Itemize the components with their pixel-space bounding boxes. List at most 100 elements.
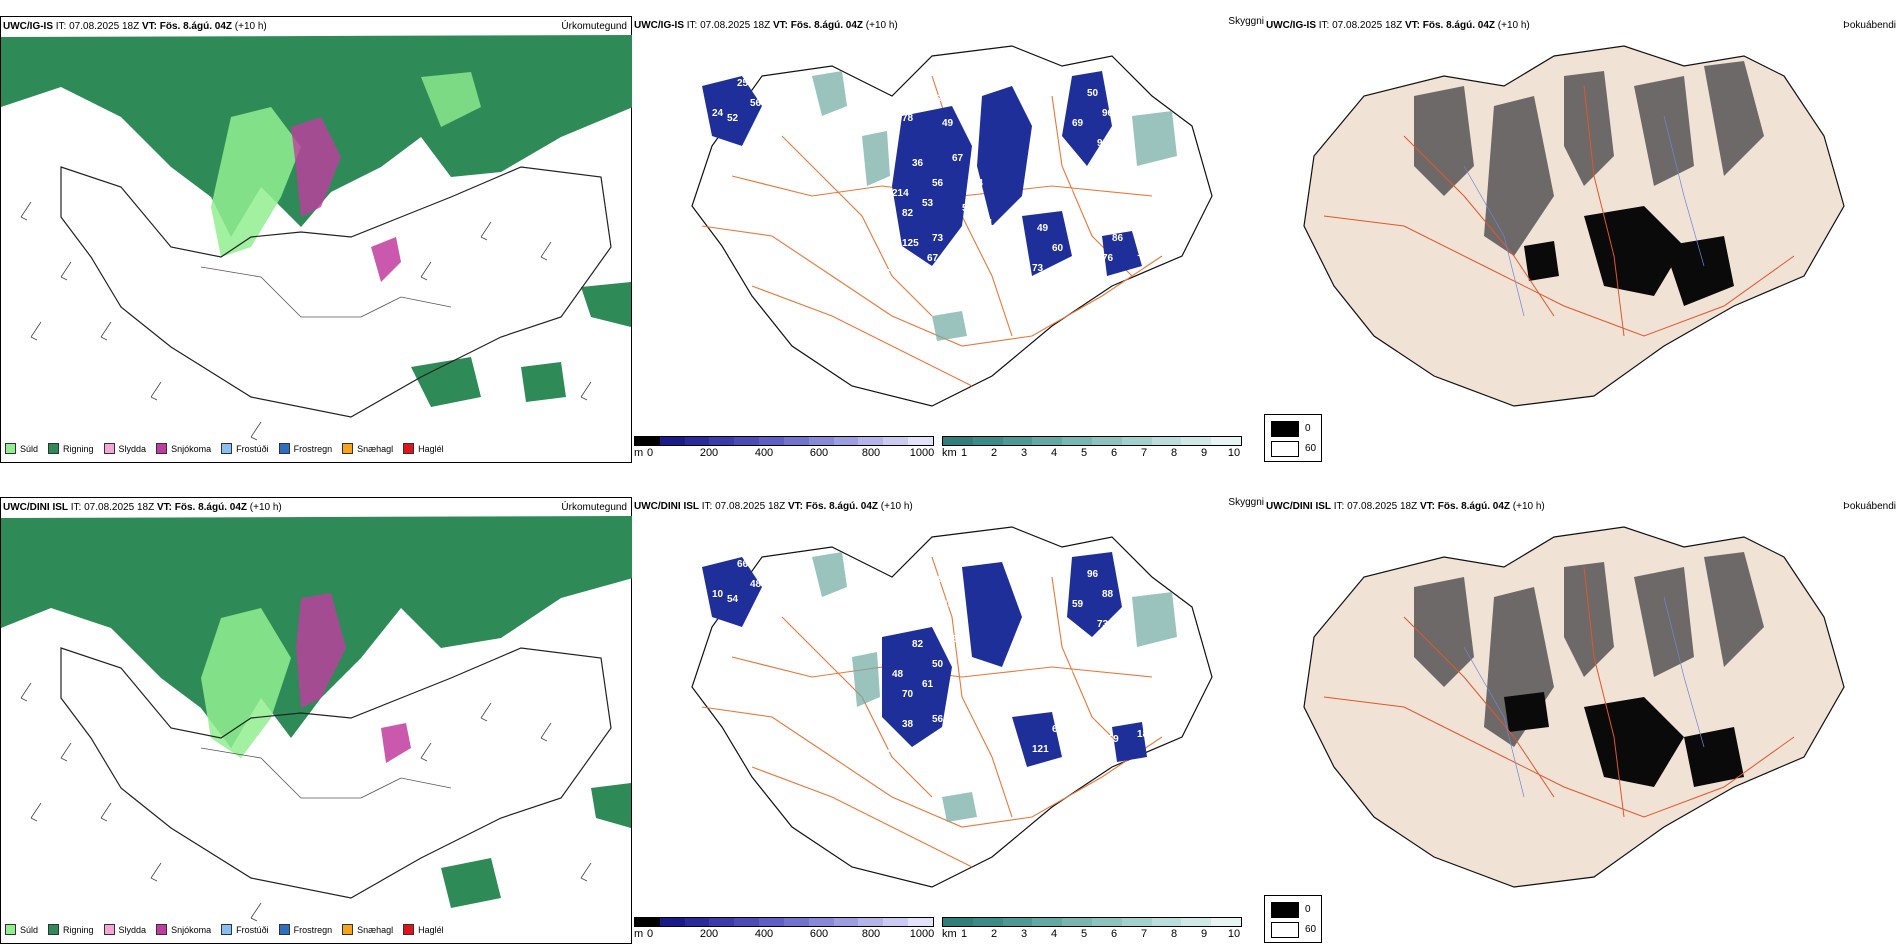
legend-swatch bbox=[342, 443, 354, 454]
colorbar-tick: 0 bbox=[646, 447, 654, 459]
fog-legend-value: 0 bbox=[1305, 904, 1311, 915]
cloud-base-label: 04 bbox=[1062, 188, 1074, 199]
legend-swatch bbox=[403, 443, 415, 454]
cloud-base-label: 100 bbox=[1102, 659, 1119, 670]
cloud-base-label: 73 bbox=[1032, 263, 1044, 274]
colorbar-tick: 6 bbox=[1110, 447, 1118, 459]
cloud-panel-row1: UWC/IG-IS IT: 07.08.2025 18Z VT: Fös. 8.… bbox=[632, 16, 1264, 463]
cloud-base-label: 58 bbox=[757, 148, 769, 159]
colorbar-height: m 0 200 400 600 800 1000 bbox=[634, 436, 934, 460]
fog-panel-row2: UWC/DINI ISL IT: 07.08.2025 18Z VT: Fös.… bbox=[1264, 497, 1900, 944]
valid-time-label: VT: bbox=[141, 21, 157, 32]
colorbar-tick: 8 bbox=[1170, 447, 1178, 459]
legend-swatch bbox=[278, 924, 290, 935]
legend-swatch bbox=[5, 443, 16, 454]
colorbar-tick: 3 bbox=[1020, 447, 1028, 459]
cloud-base-label: 98 bbox=[1062, 278, 1074, 289]
cloud-base-label: 214 bbox=[892, 188, 909, 199]
cloud-base-label: 45 bbox=[927, 734, 939, 745]
cloud-base-label: 53 bbox=[922, 198, 934, 209]
cloud-base-label: 88 bbox=[1102, 589, 1114, 600]
colorbar-tick: 9 bbox=[1200, 928, 1208, 940]
cloud-base-label: 25 bbox=[737, 78, 749, 89]
panel-name-fog: Þokuábendi bbox=[1843, 501, 1896, 512]
cloud-base-label: 73 bbox=[1097, 619, 1109, 630]
legend-item: Rigning bbox=[48, 924, 94, 935]
init-time: IT: 07.08.2025 18Z bbox=[55, 21, 140, 32]
cloud-base-label: 48 bbox=[892, 669, 904, 680]
legend-swatch bbox=[48, 924, 60, 935]
cloud-base-label: 96 bbox=[1102, 108, 1114, 119]
legend-swatch bbox=[5, 924, 16, 935]
colorbar-tick: 10 bbox=[1227, 447, 1241, 459]
legend-item: Snæhagl bbox=[342, 443, 393, 454]
colorbar-tick: 6 bbox=[1110, 928, 1118, 940]
cloud-base-label: 46 bbox=[782, 739, 794, 750]
cloud-base-label: 69 bbox=[1032, 98, 1044, 109]
cloud-base-label: 84 bbox=[1032, 579, 1044, 590]
fog-legend-swatch-low bbox=[1271, 902, 1299, 918]
cloud-base-label: 159 bbox=[1102, 734, 1119, 745]
cloud-base-label: 60 bbox=[952, 634, 964, 645]
cloud-base-label: 64 bbox=[757, 629, 769, 640]
cloud-base-label: 66 bbox=[737, 559, 749, 570]
model-name: UWC/DINI ISL bbox=[3, 502, 68, 513]
legend-item: Frostregn bbox=[278, 924, 332, 935]
cloud-base-label: 75 bbox=[787, 123, 799, 134]
colorbar-tick: 400 bbox=[754, 447, 774, 459]
colorbar-tick: 5 bbox=[1080, 928, 1088, 940]
legend-item: Snjókoma bbox=[156, 443, 211, 454]
cloud-base-label: 20 bbox=[887, 744, 899, 755]
cloud-base-label: 67 bbox=[952, 153, 964, 164]
cloud-base-label: 86 bbox=[1112, 233, 1124, 244]
colorbar-tick: 7 bbox=[1140, 447, 1148, 459]
colorbar-tick: 1 bbox=[960, 928, 968, 940]
init-time: IT: 07.08.2025 18Z bbox=[70, 502, 155, 513]
cloud-base-label: 36 bbox=[962, 839, 974, 850]
colorbar-tick: 2 bbox=[990, 928, 998, 940]
cloud-base-label: 67 bbox=[962, 684, 974, 695]
colorbar-tick: 0 bbox=[646, 928, 654, 940]
cloud-base-label: 62 bbox=[782, 258, 794, 269]
cloud-base-label: 56 bbox=[932, 178, 944, 189]
colorbar-tick: 400 bbox=[754, 928, 774, 940]
fog-legend-value: 0 bbox=[1305, 423, 1311, 434]
cloud-base-label: 56 bbox=[932, 714, 944, 725]
cloud-base-label: 38 bbox=[887, 263, 899, 274]
panel-title: UWC/DINI ISL IT: 07.08.2025 18Z VT: Fös.… bbox=[1266, 501, 1545, 512]
cloud-base-label: 76 bbox=[1102, 253, 1114, 264]
panel-name-fog: Þokuábendi bbox=[1843, 20, 1896, 31]
cloud-panel-row2: UWC/DINI ISL IT: 07.08.2025 18Z VT: Fös.… bbox=[632, 497, 1264, 944]
legend-swatch bbox=[156, 443, 168, 454]
fog-legend: 0 60 bbox=[1264, 414, 1322, 462]
legend-item: Frostúði bbox=[221, 924, 269, 935]
model-name: UWC/IG-IS bbox=[3, 21, 53, 32]
colorbar-height-bar bbox=[634, 917, 934, 927]
legend-swatch bbox=[342, 924, 354, 935]
panel-title: UWC/IG-IS IT: 07.08.2025 18Z VT: Fös. 8.… bbox=[1266, 20, 1530, 31]
cloud-base-label: 52 bbox=[727, 113, 739, 124]
cloud-labels: 6648546371644746396082506158671635670484… bbox=[712, 559, 1149, 850]
cloud-base-label: 24 bbox=[712, 108, 724, 119]
colorbar-height-ticks: m 0 200 400 600 800 1000 bbox=[634, 927, 934, 941]
cloud-base-label: 83 bbox=[1072, 739, 1084, 750]
cloud-base-label: 38 bbox=[902, 719, 914, 730]
colorbar-tick: 8 bbox=[1170, 928, 1178, 940]
precip-panel-row2: UWC/DINI ISL IT: 07.08.2025 18Z VT: Fös.… bbox=[0, 497, 633, 944]
panel-name-cloud: Skyggni bbox=[1228, 497, 1264, 508]
cloud-base-label: 61 bbox=[922, 679, 934, 690]
valid-time: Fös. 8.ágú. 04Z bbox=[159, 21, 232, 32]
colorbar-tick: 7 bbox=[1140, 928, 1148, 940]
cloud-base-label: 96 bbox=[1087, 569, 1099, 580]
cloud-base-label: 118 bbox=[1112, 714, 1129, 725]
precip-panel-row1: UWC/IG-IS IT: 07.08.2025 18Z VT: Fös. 8.… bbox=[0, 16, 633, 463]
fog-legend-swatch-high bbox=[1271, 441, 1299, 457]
cloud-base-label: 55 bbox=[962, 203, 974, 214]
cloud-base-label: 84 bbox=[1072, 258, 1084, 269]
precip-map-row1 bbox=[1, 35, 633, 441]
cloud-base-label: 62 bbox=[932, 93, 944, 104]
precip-map-row2 bbox=[1, 516, 633, 922]
legend-swatch bbox=[156, 924, 168, 935]
precip-legend: Súld Rigning Slydda Snjókoma Frostúði Fr… bbox=[5, 443, 444, 454]
panel-title: UWC/IG-IS IT: 07.08.2025 18Z VT: Fös. 8.… bbox=[634, 20, 898, 31]
